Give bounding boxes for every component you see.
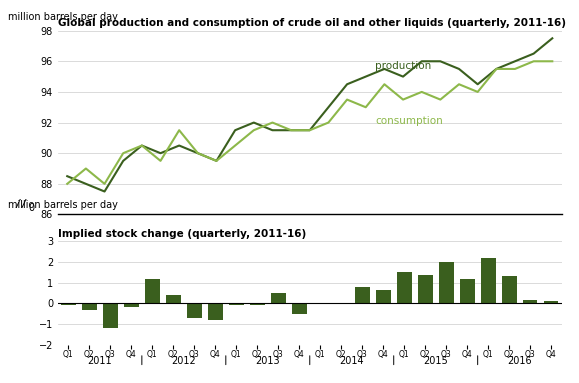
Text: million barrels per day: million barrels per day [8, 12, 118, 22]
Bar [208, 303, 223, 320]
Bar [166, 295, 181, 303]
Bar [82, 303, 97, 309]
Bar [481, 258, 496, 303]
Bar [145, 278, 160, 303]
Bar [376, 290, 391, 303]
Bar [523, 300, 537, 303]
Bar [292, 303, 307, 314]
Bar [271, 293, 285, 303]
Bar [355, 287, 369, 303]
Text: production: production [375, 61, 431, 71]
Text: Global production and consumption of crude oil and other liquids (quarterly, 201: Global production and consumption of cru… [58, 18, 566, 28]
Bar [61, 303, 76, 305]
Bar [103, 303, 118, 328]
Text: 2016: 2016 [507, 356, 532, 366]
Text: //: // [15, 200, 28, 210]
Bar [313, 303, 328, 304]
Text: 2012: 2012 [171, 356, 196, 366]
Text: consumption: consumption [375, 116, 443, 126]
Text: Implied stock change (quarterly, 2011-16): Implied stock change (quarterly, 2011-16… [58, 229, 306, 239]
Text: 2013: 2013 [255, 356, 280, 366]
Bar [418, 275, 433, 303]
Text: 2011: 2011 [87, 356, 112, 366]
Bar [229, 303, 244, 305]
Bar [544, 301, 559, 303]
Bar [124, 303, 139, 308]
Bar [250, 303, 265, 305]
Bar [439, 262, 453, 303]
Text: million barrels per day: million barrels per day [8, 200, 118, 210]
Text: 2015: 2015 [423, 356, 448, 366]
Bar [502, 277, 516, 303]
Bar [397, 272, 412, 303]
Text: 2014: 2014 [339, 356, 364, 366]
Bar [187, 303, 201, 318]
Text: 0: 0 [28, 203, 35, 213]
Bar [460, 278, 475, 303]
